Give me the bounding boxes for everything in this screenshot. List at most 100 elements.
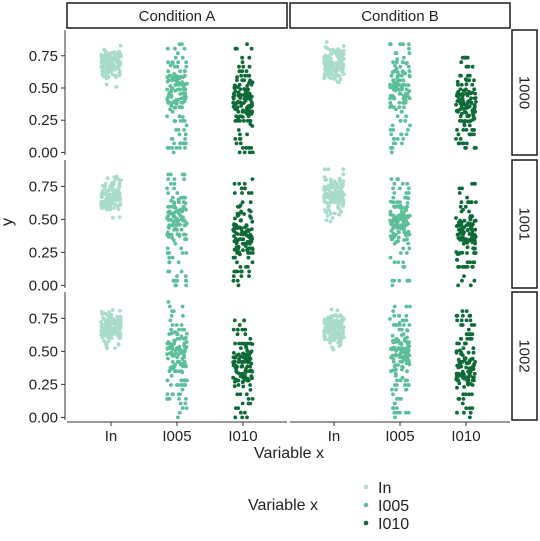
data-point xyxy=(245,376,250,381)
data-point xyxy=(407,42,411,47)
data-point xyxy=(172,141,176,146)
data-point xyxy=(464,365,469,370)
data-point xyxy=(235,260,239,265)
data-point xyxy=(455,93,459,98)
data-point xyxy=(179,323,184,327)
data-point xyxy=(243,374,247,378)
data-point xyxy=(465,55,470,60)
data-point xyxy=(103,181,108,186)
data-point xyxy=(242,212,247,216)
data-point xyxy=(465,228,470,233)
data-point xyxy=(109,187,113,192)
data-point xyxy=(100,183,105,188)
data-point xyxy=(177,114,182,119)
data-point xyxy=(112,189,116,194)
data-point xyxy=(470,127,475,132)
data-point xyxy=(241,119,246,123)
data-point xyxy=(402,105,406,110)
data-point xyxy=(405,201,410,205)
data-point xyxy=(250,397,255,401)
data-point xyxy=(245,352,249,357)
data-point xyxy=(118,317,123,321)
data-point xyxy=(330,334,335,338)
data-point xyxy=(236,283,241,288)
data-point xyxy=(399,226,403,231)
data-point xyxy=(241,248,245,253)
data-point xyxy=(117,54,122,59)
data-point xyxy=(389,132,394,137)
data-point xyxy=(398,200,402,205)
data-point xyxy=(393,63,397,68)
data-point xyxy=(407,232,412,237)
data-point xyxy=(166,172,171,177)
data-point xyxy=(322,321,326,325)
data-point xyxy=(240,229,245,234)
data-point xyxy=(333,189,338,194)
data-point xyxy=(246,191,251,195)
data-point xyxy=(407,361,411,366)
data-point xyxy=(458,204,463,209)
data-point xyxy=(169,172,173,177)
data-point xyxy=(183,278,188,283)
data-point xyxy=(331,347,336,352)
data-point xyxy=(239,101,244,106)
data-point xyxy=(165,378,170,383)
data-point xyxy=(465,251,469,255)
data-point xyxy=(176,200,181,205)
data-point xyxy=(468,318,473,323)
data-point xyxy=(176,81,181,85)
data-point xyxy=(467,392,471,397)
data-point xyxy=(233,83,237,88)
data-point xyxy=(323,45,328,49)
data-point xyxy=(468,373,472,378)
data-point xyxy=(105,201,110,206)
data-point xyxy=(392,241,397,246)
data-point xyxy=(455,385,459,390)
data-point xyxy=(243,225,247,230)
data-point xyxy=(322,193,327,198)
data-point xyxy=(402,97,407,102)
data-point xyxy=(179,246,184,251)
data-point xyxy=(180,327,185,332)
data-point xyxy=(166,78,171,82)
data-point xyxy=(236,128,241,132)
data-point xyxy=(183,69,187,74)
data-point xyxy=(235,78,239,83)
data-point xyxy=(404,132,409,137)
data-point xyxy=(388,209,393,214)
data-point xyxy=(467,358,472,363)
data-point xyxy=(112,206,116,210)
data-point xyxy=(459,323,463,327)
data-point xyxy=(335,196,339,201)
data-point xyxy=(460,353,465,357)
data-point xyxy=(246,111,251,115)
data-point xyxy=(406,348,411,352)
data-point xyxy=(403,378,408,383)
data-point xyxy=(108,206,113,211)
data-point xyxy=(465,114,470,119)
data-point xyxy=(391,127,396,132)
data-point xyxy=(461,346,466,350)
data-point xyxy=(102,199,106,204)
data-point xyxy=(396,346,401,350)
data-point xyxy=(460,95,465,100)
data-point xyxy=(397,213,402,218)
data-point xyxy=(174,330,179,335)
data-point xyxy=(459,60,464,65)
data-point xyxy=(472,363,476,368)
data-point xyxy=(106,70,111,75)
data-point xyxy=(106,328,110,333)
data-point xyxy=(396,73,400,78)
data-point xyxy=(250,150,255,155)
facet-strip-col-label: Condition A xyxy=(139,8,216,25)
data-point xyxy=(231,327,236,332)
data-point xyxy=(117,181,122,186)
data-point xyxy=(406,64,411,69)
data-point xyxy=(182,127,187,132)
data-point xyxy=(235,119,240,123)
data-point xyxy=(118,308,122,313)
data-point xyxy=(399,132,403,137)
data-point xyxy=(170,255,175,260)
data-point xyxy=(471,117,475,122)
